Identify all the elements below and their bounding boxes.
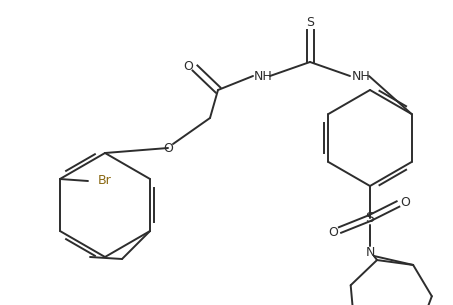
Text: S: S — [306, 16, 314, 30]
Text: Br: Br — [98, 174, 112, 188]
Text: S: S — [366, 211, 374, 225]
Text: O: O — [328, 225, 338, 239]
Text: N: N — [365, 246, 375, 259]
Text: NH: NH — [254, 70, 272, 82]
Text: O: O — [400, 196, 410, 209]
Text: NH: NH — [352, 70, 371, 82]
Text: O: O — [183, 59, 193, 73]
Text: O: O — [163, 142, 173, 155]
